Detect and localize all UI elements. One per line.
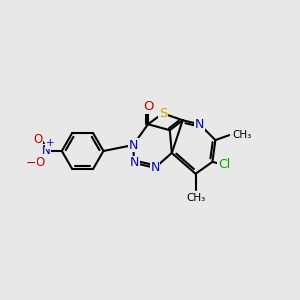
Text: N: N	[42, 145, 50, 158]
Text: N: N	[195, 118, 204, 131]
Text: N: N	[150, 161, 160, 174]
Text: O: O	[33, 133, 43, 146]
Text: N: N	[128, 139, 138, 152]
Text: O: O	[143, 100, 153, 113]
Text: O: O	[35, 156, 45, 170]
Text: +: +	[46, 138, 54, 148]
Text: Cl: Cl	[218, 158, 230, 171]
Text: CH₃: CH₃	[232, 130, 251, 140]
Text: N: N	[130, 156, 139, 170]
Text: S: S	[159, 107, 167, 120]
Text: −: −	[26, 158, 36, 170]
Text: CH₃: CH₃	[186, 193, 205, 202]
